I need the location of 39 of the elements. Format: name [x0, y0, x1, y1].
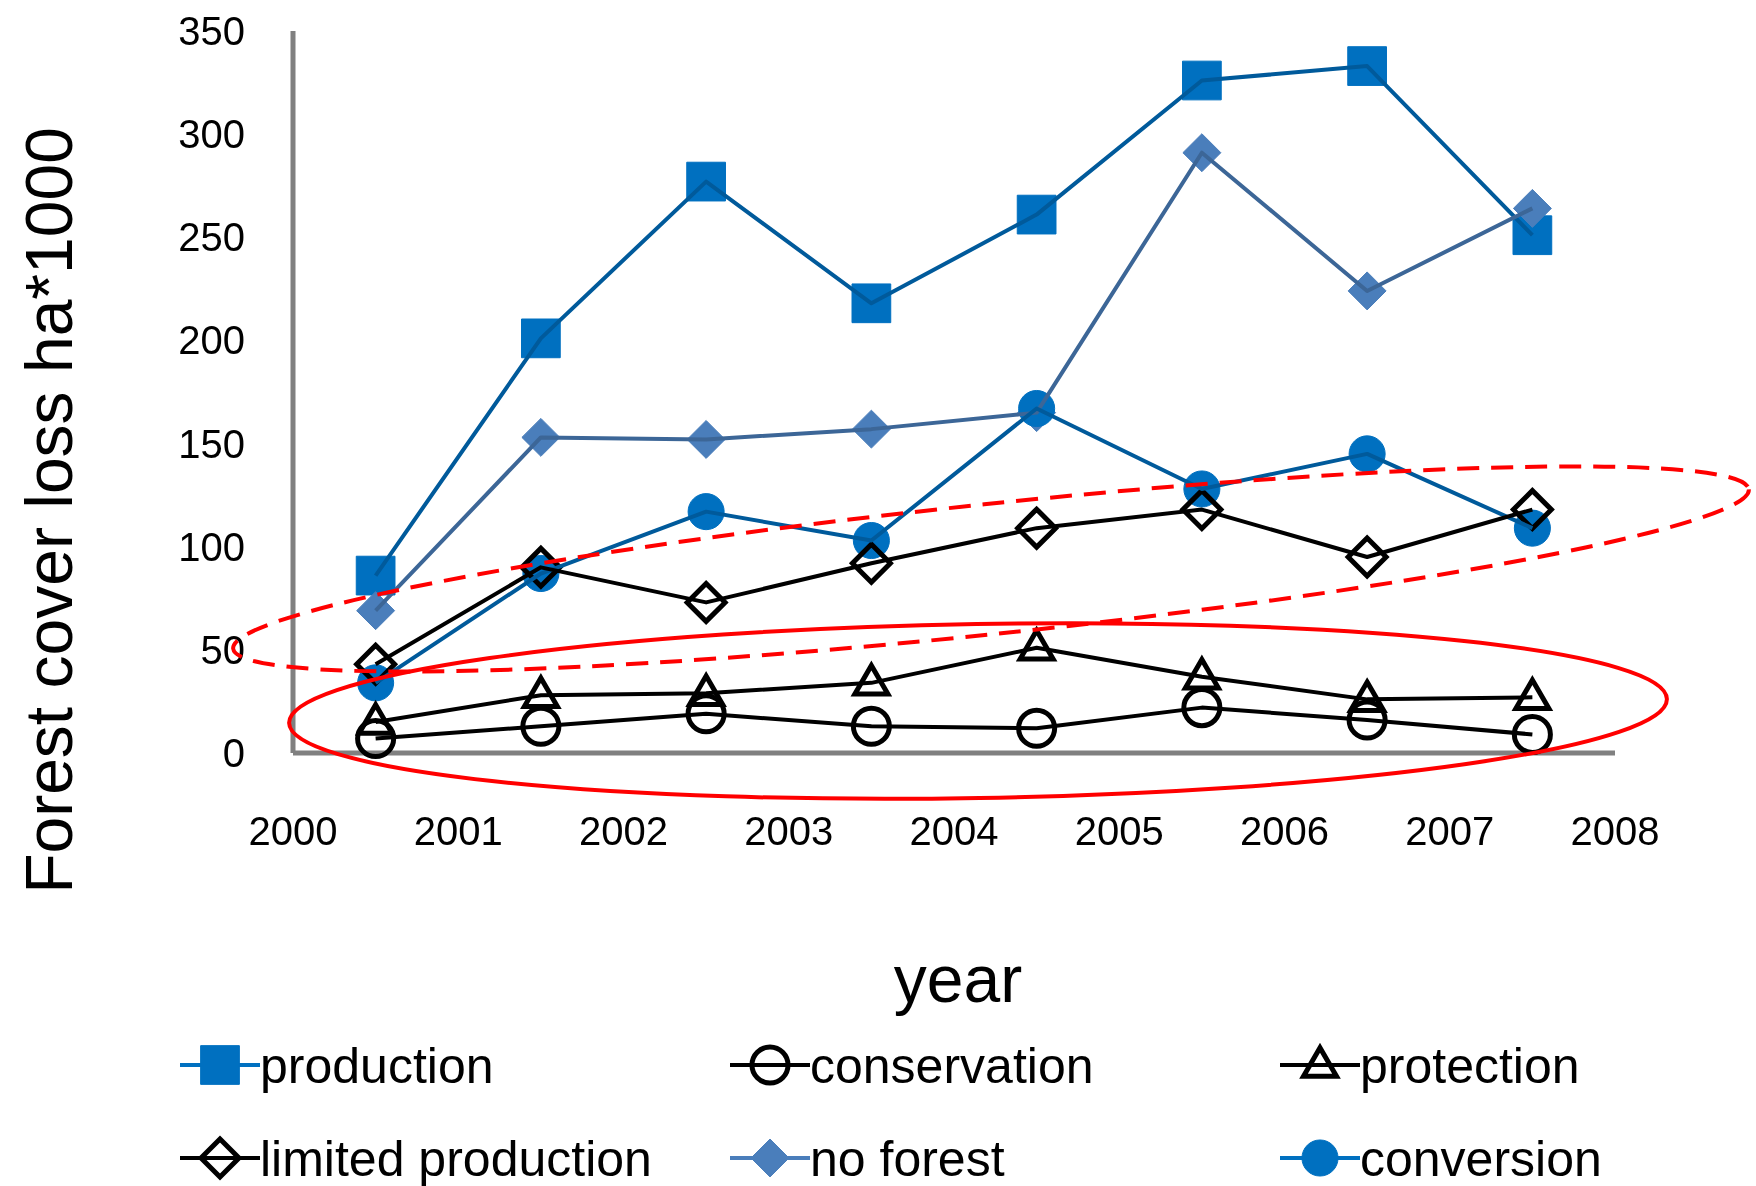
point — [684, 580, 728, 624]
point — [685, 693, 727, 735]
y-tick-label: 100 — [178, 524, 245, 569]
x-tick-label: 2004 — [909, 809, 999, 853]
y-tick-label: 300 — [178, 112, 245, 157]
x-tick-label: 2002 — [579, 809, 668, 853]
point — [1181, 687, 1223, 729]
point — [1180, 488, 1224, 532]
legend-label: production — [260, 1037, 494, 1094]
x-tick-label: 2000 — [248, 809, 338, 853]
x-tick-label: 2006 — [1240, 809, 1329, 853]
point — [1345, 535, 1389, 579]
y-tick-label: 150 — [178, 421, 245, 466]
y-tick-label: 50 — [200, 627, 245, 672]
x-tick-label: 2008 — [1570, 809, 1660, 853]
x-tick-label: 2001 — [413, 809, 503, 853]
legend-label: limited production — [260, 1130, 652, 1186]
y-tick-label: 0 — [222, 731, 245, 775]
point — [850, 705, 892, 747]
y-tick-label: 250 — [178, 215, 245, 260]
legend-label: no forest — [810, 1130, 1005, 1186]
point — [355, 718, 397, 760]
legend-label: conversion — [1360, 1130, 1602, 1186]
y-axis-title: Forest cover loss ha*1000 — [12, 127, 86, 894]
legend-label: conservation — [810, 1037, 1094, 1094]
x-tick-label: 2003 — [744, 809, 834, 853]
x-axis-title: year — [893, 942, 1023, 1016]
point — [1015, 506, 1059, 550]
y-tick-label: 200 — [178, 318, 245, 363]
point — [1016, 707, 1058, 749]
x-tick-label: 2005 — [1074, 809, 1164, 853]
point — [1510, 488, 1554, 532]
point — [1512, 188, 1552, 228]
point — [356, 591, 396, 631]
y-tick-label: 350 — [178, 9, 245, 53]
x-tick-label: 2007 — [1405, 809, 1495, 853]
point — [849, 541, 893, 585]
point — [1346, 699, 1388, 741]
legend-label: protection — [1360, 1037, 1580, 1094]
